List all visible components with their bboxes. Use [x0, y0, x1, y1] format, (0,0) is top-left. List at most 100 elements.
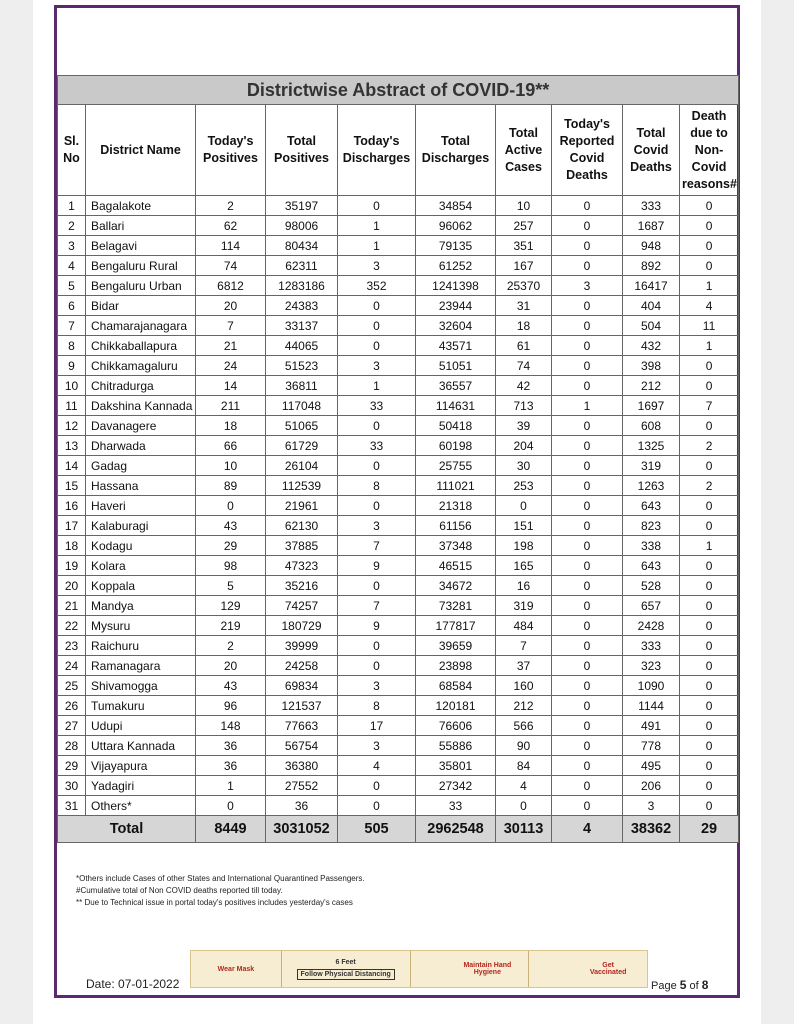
- cell: 14: [195, 375, 266, 396]
- cell: 4: [678, 295, 740, 316]
- cell: 36: [195, 755, 266, 776]
- cell: 3: [337, 675, 416, 696]
- cell: 11: [678, 315, 740, 336]
- cell: 19: [57, 555, 86, 576]
- total-row: Total 8449 3031052 505 2962548 30113 4 38362 29: [57, 815, 740, 843]
- cell: 60198: [415, 435, 496, 456]
- cell: 2: [57, 215, 86, 236]
- cell: 0: [551, 515, 623, 536]
- cell: 37: [495, 655, 552, 676]
- cell: 0: [551, 315, 623, 336]
- total-cell: 505: [337, 815, 416, 843]
- cell: 0: [678, 675, 740, 696]
- district-name: Mandya: [85, 595, 196, 616]
- cell: 37348: [415, 535, 496, 556]
- cell: 36380: [265, 755, 338, 776]
- cell: 167: [495, 255, 552, 276]
- cell: 3: [337, 355, 416, 376]
- district-name: Kalaburagi: [85, 515, 196, 536]
- district-name: Bidar: [85, 295, 196, 316]
- cell: 0: [551, 335, 623, 356]
- cell: 61: [495, 335, 552, 356]
- cell: 0: [551, 455, 623, 476]
- header-cell: Total Active Cases: [495, 104, 552, 196]
- cell: 0: [678, 575, 740, 596]
- cell: 1325: [622, 435, 680, 456]
- cell: 17: [337, 715, 416, 736]
- cell: 39999: [265, 635, 338, 656]
- total-cell: Total: [57, 815, 196, 843]
- total-cell: 8449: [195, 815, 266, 843]
- cell: 42: [495, 375, 552, 396]
- cell: 20: [195, 295, 266, 316]
- cell: 7: [195, 315, 266, 336]
- cell: 257: [495, 215, 552, 236]
- table-row: 9 Chikkamagaluru 24 51523 3 51051 74 0 398 0: [57, 355, 740, 376]
- page-word: Page: [651, 980, 677, 992]
- cell: 89: [195, 475, 266, 496]
- cell: 73281: [415, 595, 496, 616]
- cell: 61729: [265, 435, 338, 456]
- cell: 30: [495, 455, 552, 476]
- cell: 96: [195, 695, 266, 716]
- table-row: 6 Bidar 20 24383 0 23944 31 0 404 4: [57, 295, 740, 316]
- cell: 0: [337, 775, 416, 796]
- header-cell: Total Covid Deaths: [622, 104, 680, 196]
- page-num: 5: [679, 978, 687, 992]
- cell: 0: [678, 795, 740, 816]
- cell: 206: [622, 775, 680, 796]
- cell: 27552: [265, 775, 338, 796]
- cell: 1: [551, 395, 623, 416]
- header-cell: Sl. No: [57, 104, 86, 196]
- cell: 47323: [265, 555, 338, 576]
- district-name: Bengaluru Urban: [85, 275, 196, 296]
- total-cell: 3031052: [265, 815, 338, 843]
- cell: 0: [551, 475, 623, 496]
- cell: 2: [678, 435, 740, 456]
- cell: 23898: [415, 655, 496, 676]
- cell: 26104: [265, 455, 338, 476]
- cell: 404: [622, 295, 680, 316]
- table-row: 21 Mandya 129 74257 7 73281 319 0 657 0: [57, 595, 740, 616]
- table-row: 13 Dharwada 66 61729 33 60198 204 0 1325 2: [57, 435, 740, 456]
- total-cell: 30113: [495, 815, 552, 843]
- cell: 7: [337, 595, 416, 616]
- cell: 5: [195, 575, 266, 596]
- district-name: Mysuru: [85, 615, 196, 636]
- table-row: 23 Raichuru 2 39999 0 39659 7 0 333 0: [57, 635, 740, 656]
- cell: 39: [495, 415, 552, 436]
- cell: 61156: [415, 515, 496, 536]
- cell: 0: [551, 235, 623, 256]
- cell: 432: [622, 335, 680, 356]
- cell: 2428: [622, 615, 680, 636]
- district-name: Haveri: [85, 495, 196, 516]
- cell: 0: [551, 495, 623, 516]
- banner-item: Get Vaccinated: [529, 951, 647, 987]
- cell: 0: [678, 695, 740, 716]
- table-row: 30 Yadagiri 1 27552 0 27342 4 0 206 0: [57, 775, 740, 796]
- cell: 0: [551, 795, 623, 816]
- cell: 352: [337, 275, 416, 296]
- cell: 0: [678, 415, 740, 436]
- cell: 495: [622, 755, 680, 776]
- table-row: 29 Vijayapura 36 36380 4 35801 84 0 495 0: [57, 755, 740, 776]
- cell: 0: [337, 655, 416, 676]
- cell: 219: [195, 615, 266, 636]
- cell: 51051: [415, 355, 496, 376]
- cell: 24: [57, 655, 86, 676]
- cell: 25755: [415, 455, 496, 476]
- cell: 504: [622, 315, 680, 336]
- cell: 1144: [622, 695, 680, 716]
- table-row: 15 Hassana 89 112539 8 111021 253 0 1263 2: [57, 475, 740, 496]
- banner-item: 6 Feet Follow Physical Distancing: [282, 951, 411, 987]
- cell: 10: [495, 195, 552, 216]
- footnotes: *Others include Cases of other States an…: [76, 873, 365, 909]
- cell: 2: [195, 195, 266, 216]
- table-row: 31 Others* 0 36 0 33 0 0 3 0: [57, 795, 740, 816]
- header-cell: Today's Reported Covid Deaths: [551, 104, 623, 196]
- cell: 31: [57, 795, 86, 816]
- cell: 165: [495, 555, 552, 576]
- cell: 1263: [622, 475, 680, 496]
- cell: 3: [551, 275, 623, 296]
- cell: 34854: [415, 195, 496, 216]
